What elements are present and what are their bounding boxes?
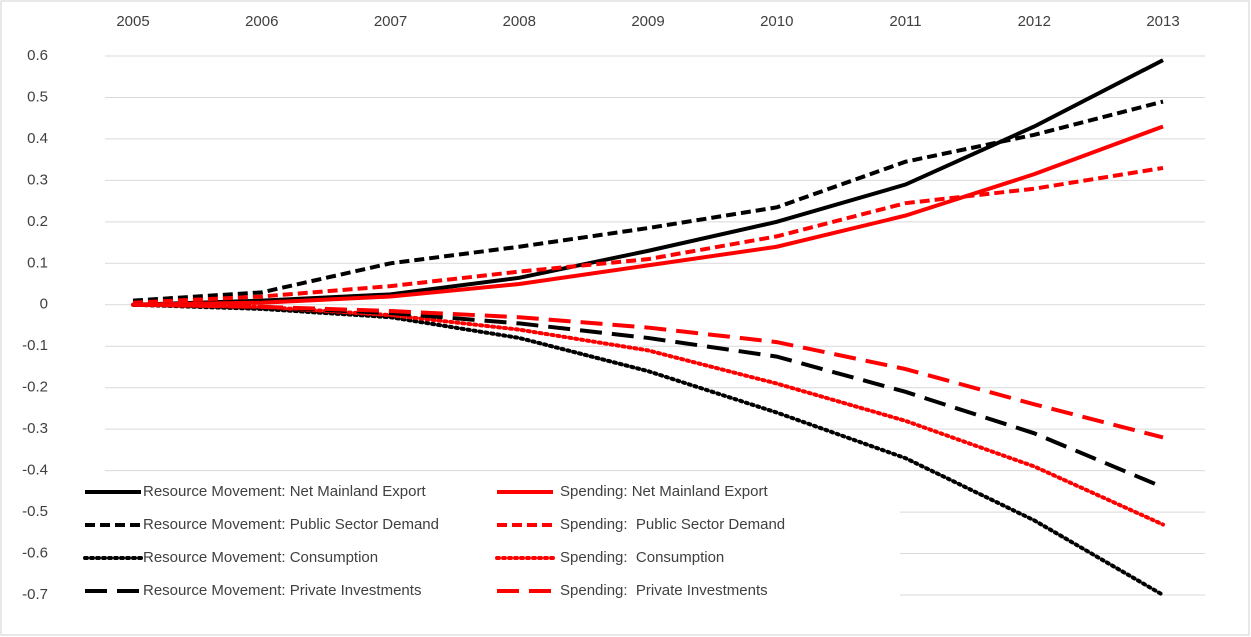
x-tick-label: 2011: [889, 13, 921, 30]
legend-label: Spending: Net Mainland Export: [560, 483, 768, 500]
lines: [131, 58, 1165, 597]
series-line: [131, 302, 1165, 597]
series-line: [132, 58, 1164, 307]
x-tick-label: 2006: [245, 13, 278, 30]
y-tick-label: -0.4: [22, 462, 48, 479]
y-tick-label: 0.4: [27, 130, 48, 147]
x-tick-label: 2013: [1146, 13, 1179, 30]
x-tick-label: 2010: [760, 13, 793, 30]
y-tick-label: 0.1: [27, 254, 48, 271]
x-tick-label: 2012: [1018, 13, 1051, 30]
y-tick-label: -0.2: [22, 379, 48, 396]
x-tick-label: 2005: [116, 13, 149, 30]
series-line: [132, 302, 1164, 440]
series-line: [132, 124, 1164, 307]
legend-label: Resource Movement: Private Investments: [143, 582, 421, 599]
y-tick-label: -0.1: [22, 337, 48, 354]
legend-background: [75, 474, 900, 606]
legend-label: Resource Movement: Consumption: [143, 549, 378, 566]
legend-label: Spending: Consumption: [560, 549, 724, 566]
y-tick-label: 0.5: [27, 88, 48, 105]
y-tick-label: -0.5: [22, 503, 48, 520]
x-tick-label: 2009: [631, 13, 664, 30]
series-line: [132, 99, 1164, 303]
y-tick-label: -0.3: [22, 420, 48, 437]
legend-label: Spending: Public Sector Demand: [560, 516, 785, 533]
y-tick-label: -0.6: [22, 545, 48, 562]
legend: Resource Movement: Net Mainland Export Sp…: [75, 474, 900, 606]
y-tick-label: 0.3: [27, 171, 48, 188]
y-tick-label: -0.7: [22, 586, 48, 603]
series-line: [132, 165, 1164, 305]
x-tick-label: 2007: [374, 13, 407, 30]
legend-label: Resource Movement: Public Sector Demand: [143, 516, 439, 533]
legend-label: Resource Movement: Net Mainland Export: [143, 483, 426, 500]
y-tick-label: 0.2: [27, 213, 48, 230]
y-tick-label: 0: [40, 296, 48, 313]
legend-label: Spending: Private Investments: [560, 582, 768, 599]
x-tick-label: 2008: [503, 13, 536, 30]
y-tick-label: 0.6: [27, 47, 48, 64]
